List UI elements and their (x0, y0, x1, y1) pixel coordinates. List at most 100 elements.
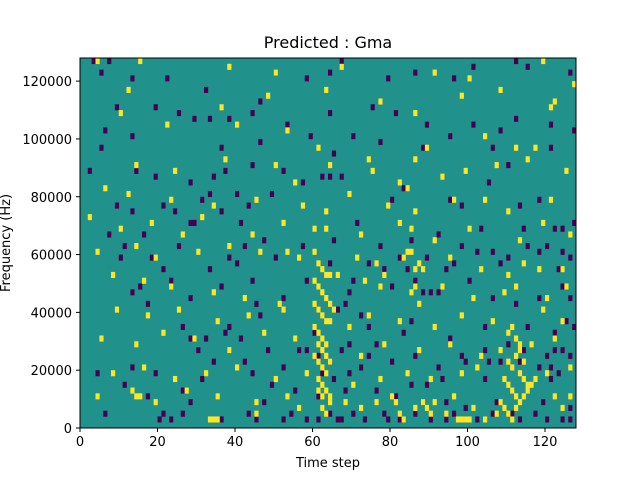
heatmap-cell-high (316, 341, 321, 348)
heatmap-cell-high (413, 266, 418, 273)
heatmap-cell-low (463, 358, 468, 365)
heatmap-cell-low (188, 335, 193, 342)
heatmap-cell-high (324, 295, 329, 302)
heatmap-cell-low (207, 190, 213, 198)
heatmap-cell-high (397, 179, 402, 186)
heatmap-cell-low (161, 266, 166, 273)
heatmap-cell-low (339, 347, 344, 354)
heatmap-cell-low (134, 167, 139, 174)
heatmap-cell-low (490, 295, 495, 302)
heatmap-cell-high (316, 375, 321, 383)
heatmap-cell-high (273, 69, 278, 76)
heatmap-cell-high (103, 185, 108, 192)
heatmap-cell-low (351, 133, 356, 140)
heatmap-cell-low (308, 133, 313, 140)
heatmap-cell-high (215, 393, 220, 400)
heatmap-cell-high (401, 416, 406, 423)
heatmap-cell-high (331, 306, 337, 313)
heatmap-cell-high (316, 358, 321, 365)
heatmap-cell-low (347, 370, 352, 377)
heatmap-cell-low (192, 219, 197, 226)
heatmap-cell-high (475, 364, 480, 371)
chart-title: Predicted : Gma (264, 33, 392, 52)
heatmap-cell-high (409, 225, 414, 232)
heatmap-cell-low (114, 202, 120, 209)
heatmap-cell-high (529, 341, 534, 348)
heatmap-cell-low (204, 335, 209, 342)
heatmap-cell-high (215, 416, 220, 423)
heatmap-cell-low (413, 410, 418, 417)
heatmap-cell-high (417, 347, 422, 354)
heatmap-cell-low (328, 410, 333, 417)
heatmap-cell-high (258, 248, 263, 255)
heatmap-cell-high (211, 289, 216, 296)
heatmap-cell-high (506, 271, 511, 278)
heatmap-cell-high (517, 341, 523, 348)
heatmap-cell-low (285, 121, 290, 128)
heatmap-cell-low (227, 115, 232, 122)
heatmap-cell-low (207, 266, 213, 273)
heatmap-cell-high (176, 306, 182, 313)
heatmap-cell-high (405, 370, 410, 377)
heatmap-cell-low (293, 387, 298, 394)
heatmap-cell-low (362, 416, 368, 423)
heatmap-cell-high (111, 271, 116, 278)
heatmap-cell-high (169, 196, 174, 203)
cell-layer (87, 58, 577, 423)
heatmap-cell-low (401, 185, 406, 192)
y-axis-label: Frequency (Hz) (0, 194, 14, 292)
heatmap-cell-low (459, 243, 464, 250)
heatmap-cell-high (312, 300, 317, 307)
heatmap-cell-high (312, 248, 317, 255)
heatmap-cell-high (130, 387, 135, 394)
heatmap-cell-low (568, 254, 573, 261)
heatmap-cell-low (207, 115, 213, 122)
heatmap-cell-high (320, 393, 325, 400)
heatmap-cell-low (490, 144, 495, 151)
heatmap-cell-low (331, 150, 337, 157)
heatmap-cell-low (242, 358, 247, 365)
heatmap-cell-low (347, 289, 352, 296)
heatmap-cell-low (87, 167, 92, 174)
heatmap-cell-low (498, 358, 503, 365)
heatmap-cell-high (510, 387, 515, 394)
heatmap-cell-high (510, 364, 515, 371)
heatmap-cell-low (560, 347, 565, 354)
heatmap-cell-high (397, 219, 402, 226)
heatmap-cell-high (254, 410, 259, 417)
heatmap-cell-low (161, 410, 166, 417)
heatmap-cell-high (564, 167, 569, 174)
heatmap-cell-low (452, 410, 457, 417)
heatmap-cell-low (390, 283, 395, 290)
heatmap-cell-high (359, 404, 364, 411)
heatmap-cell-high (568, 364, 573, 371)
heatmap-cell-low (537, 196, 542, 203)
heatmap-cell-high (428, 375, 433, 383)
heatmap-cell-high (521, 358, 526, 365)
heatmap-cell-high (432, 69, 437, 76)
heatmap-cell-low (424, 254, 430, 261)
heatmap-cell-high (440, 283, 445, 290)
plot-background (80, 58, 576, 428)
heatmap-cell-low (556, 266, 561, 273)
heatmap-cell-high (479, 352, 484, 359)
heatmap-cell-low (145, 300, 151, 307)
heatmap-cell-high (95, 393, 100, 400)
heatmap-cell-high (320, 312, 325, 319)
heatmap-cell-high (246, 312, 251, 319)
heatmap-cell-low (413, 277, 418, 284)
heatmap-cell-low (312, 329, 317, 336)
heatmap-cell-low (262, 399, 267, 406)
heatmap-cell-low (316, 393, 321, 400)
heatmap-cell-low (91, 58, 96, 65)
heatmap-cell-low (328, 110, 333, 117)
heatmap-cell-high (533, 144, 538, 151)
heatmap-cell-high (328, 358, 333, 365)
y-tick-label: 20000 (31, 364, 72, 379)
heatmap-cell-low (444, 266, 449, 273)
heatmap-cell-high (413, 156, 418, 163)
heatmap-cell-high (324, 387, 329, 394)
heatmap-cell-high (572, 81, 577, 88)
heatmap-cell-low (122, 381, 127, 388)
heatmap-cell-low (316, 352, 321, 359)
